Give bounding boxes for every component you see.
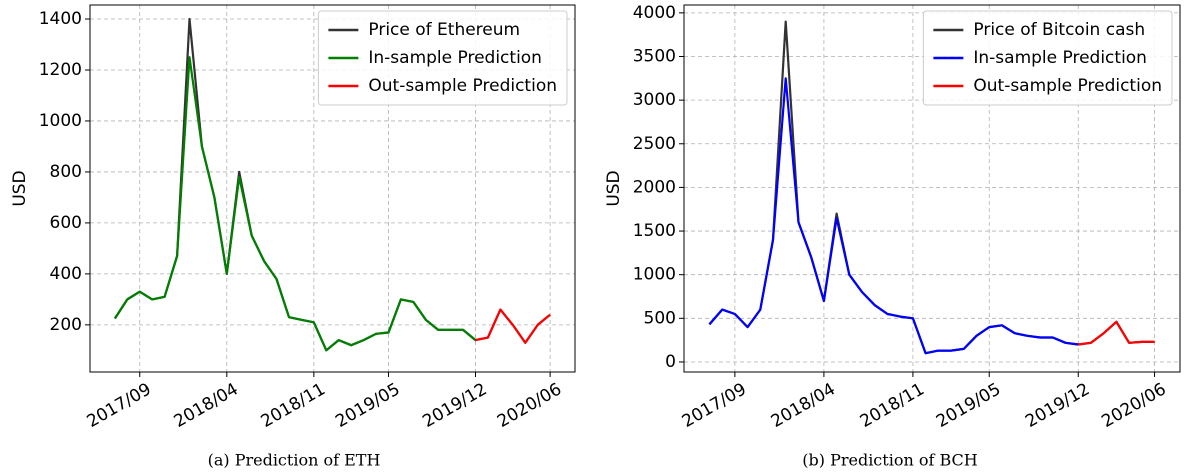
x-tick-label: 2019/05 bbox=[332, 379, 403, 432]
y-tick-label: 1200 bbox=[39, 60, 82, 80]
caption: (b) Prediction of BCH bbox=[802, 451, 978, 470]
y-tick-label: 2000 bbox=[633, 177, 676, 197]
chart: 0 500 1000 1500 2000 2500 3000 3500 4000 2017/09 2… bbox=[604, 3, 1181, 470]
x-tick-label: 2018/11 bbox=[857, 379, 928, 432]
line bbox=[113, 56, 477, 352]
y-tick-label: 200 bbox=[50, 315, 82, 335]
legend-label: Price of Ethereum bbox=[368, 20, 520, 40]
line bbox=[1078, 320, 1155, 346]
caption: (a) Prediction of ETH bbox=[208, 451, 381, 470]
y-tick-label: 800 bbox=[50, 162, 82, 182]
legend-frame bbox=[922, 10, 1173, 106]
legend-label: Out-sample Prediction bbox=[368, 76, 557, 96]
x-tick-label: 2018/11 bbox=[258, 379, 329, 432]
y-tick-label: 2500 bbox=[633, 134, 676, 154]
plot-frame bbox=[683, 4, 1181, 373]
x-tick-label: 2019/05 bbox=[933, 379, 1004, 432]
y-tick-label: 500 bbox=[644, 308, 676, 328]
legend-label: In-sample Prediction bbox=[368, 48, 542, 68]
x-tick-label: 2018/04 bbox=[768, 379, 839, 432]
legend: Price of Ethereum In-sample Prediction Out… bbox=[317, 10, 568, 106]
y-tick-label: 3000 bbox=[633, 90, 676, 110]
x-tick-label: 2019/12 bbox=[1022, 379, 1093, 432]
chart: 200 400 600 800 1000 1200 1400 2017/09 2018/04 20… bbox=[10, 4, 576, 470]
y-tick-label: 1000 bbox=[633, 265, 676, 285]
legend-frame bbox=[317, 10, 568, 106]
y-tick-label: 1400 bbox=[39, 9, 82, 29]
y-tick-label: 0 bbox=[665, 352, 676, 372]
x-tick-label: 2020/06 bbox=[494, 379, 565, 432]
legend-label: In-sample Prediction bbox=[973, 48, 1147, 68]
line bbox=[475, 308, 551, 344]
y-tick-label: 1500 bbox=[633, 221, 676, 241]
legend-label: Out-sample Prediction bbox=[973, 76, 1162, 96]
legend-label: Price of Bitcoin cash bbox=[973, 20, 1145, 40]
x-tick-label: 2020/06 bbox=[1098, 379, 1169, 432]
y-axis-label: USD bbox=[604, 170, 624, 206]
y-tick-label: 4000 bbox=[633, 3, 676, 23]
x-tick-label: 2017/09 bbox=[679, 379, 750, 432]
x-tick-label: 2018/04 bbox=[171, 379, 242, 432]
y-tick-label: 1000 bbox=[39, 111, 82, 131]
y-tick-label: 3500 bbox=[633, 46, 676, 66]
x-tick-label: 2017/09 bbox=[84, 379, 155, 432]
legend: Price of Bitcoin cash In-sample Predictio… bbox=[922, 10, 1173, 106]
plot-frame bbox=[89, 4, 576, 373]
line bbox=[708, 77, 1079, 355]
x-tick-label: 2019/12 bbox=[419, 379, 490, 432]
y-tick-label: 400 bbox=[50, 264, 82, 284]
y-tick-label: 600 bbox=[50, 213, 82, 233]
y-axis-label: USD bbox=[10, 170, 30, 206]
